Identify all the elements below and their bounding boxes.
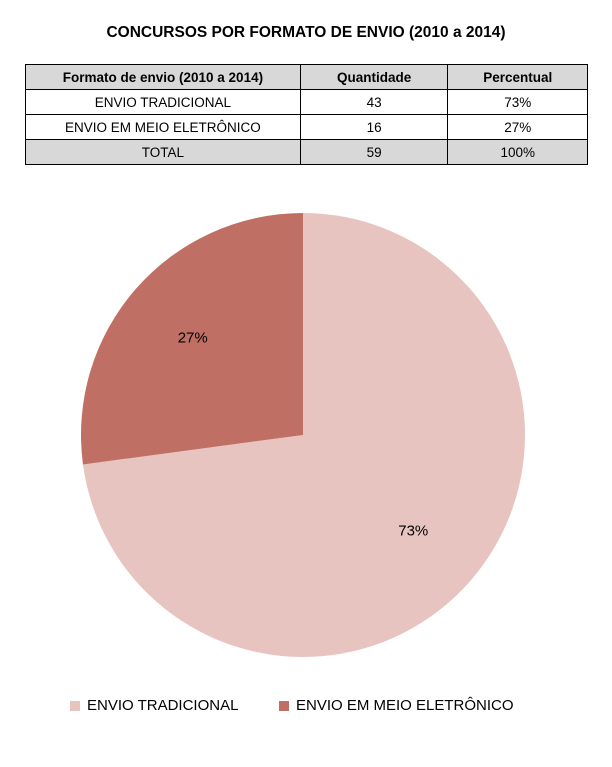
table-cell: ENVIO TRADICIONAL [25,89,301,115]
table-row: ENVIO EM MEIO ELETRÔNICO 16 27% [25,114,588,140]
table-cell: 73% [447,89,588,115]
table-cell: 59 [299,139,449,165]
table-cell: 100% [447,139,588,165]
pie-slice [82,213,525,657]
summary-table: Formato de envio (2010 a 2014) Quantidad… [25,64,588,165]
table-cell: ENVIO EM MEIO ELETRÔNICO [25,114,301,140]
pie-slice [81,213,303,465]
table-cell: TOTAL [25,139,301,165]
table-cell: 43 [299,89,449,115]
slice-data-label: 27% [178,329,208,346]
pie-chart: 73% 27% [81,213,525,657]
table-header-row: Formato de envio (2010 a 2014) Quantidad… [25,64,588,90]
table-row: ENVIO TRADICIONAL 43 73% [25,89,588,115]
legend-item: ENVIO TRADICIONAL [70,697,238,714]
legend-swatch [279,700,289,711]
table-cell: 27% [447,114,588,140]
legend-item: ENVIO EM MEIO ELETRÔNICO [279,697,514,714]
page-title: CONCURSOS POR FORMATO DE ENVIO (2010 a 2… [106,24,506,41]
legend-swatch [70,700,80,711]
legend-label: ENVIO EM MEIO ELETRÔNICO [296,697,514,714]
table-total-row: TOTAL 59 100% [25,139,588,165]
column-header: Quantidade [299,64,449,90]
column-header: Percentual [447,64,588,90]
table-cell: 16 [299,114,449,140]
column-header: Formato de envio (2010 a 2014) [25,64,301,90]
legend-label: ENVIO TRADICIONAL [87,697,239,714]
slice-data-label: 73% [398,522,428,539]
